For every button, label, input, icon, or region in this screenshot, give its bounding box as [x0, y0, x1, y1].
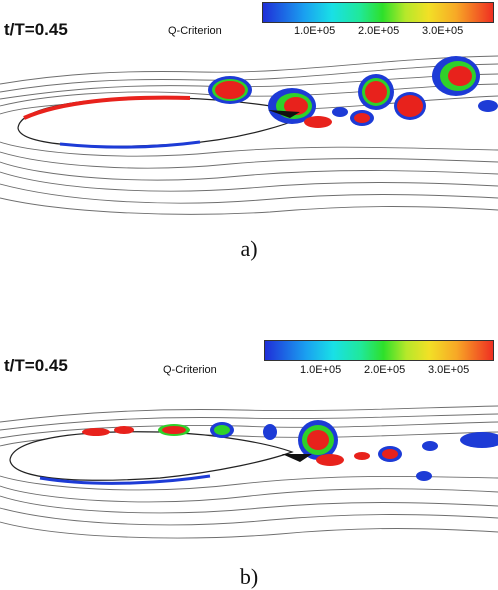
time-label: t/T=0.45	[4, 356, 68, 375]
surface-vorticity	[23, 95, 191, 120]
colorbar	[262, 2, 494, 23]
tick-label: 2.0E+05	[358, 25, 400, 37]
caption: a)	[240, 236, 258, 261]
tick-label: 3.0E+05	[428, 364, 470, 376]
legend-title: Q-Criterion	[168, 25, 222, 37]
colorbar	[264, 340, 494, 361]
airfoil	[9, 431, 294, 481]
tick-label: 1.0E+05	[294, 25, 336, 37]
flow-field	[0, 55, 498, 215]
panel-a: t/T=0.45 Q-Criterion 1.0E+05 2.0E+05 3.0…	[0, 0, 498, 261]
time-label: t/T=0.45	[4, 20, 68, 39]
tick-label: 1.0E+05	[300, 364, 342, 376]
streamlines	[0, 405, 498, 539]
flow-field	[0, 405, 498, 539]
panel-b: t/T=0.45 Q-Criterion 1.0E+05 2.0E+05 3.0…	[0, 334, 498, 589]
vortex-structures	[82, 420, 498, 481]
caption: b)	[239, 564, 259, 589]
tick-label: 3.0E+05	[422, 25, 464, 37]
tick-label: 2.0E+05	[364, 364, 406, 376]
vortex-structures	[208, 56, 498, 128]
legend-title: Q-Criterion	[163, 364, 217, 376]
